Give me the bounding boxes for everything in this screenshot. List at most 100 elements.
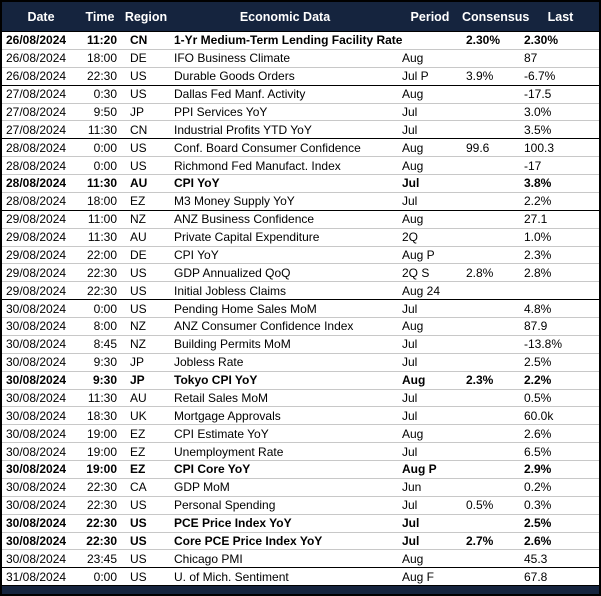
cell-date: 26/08/2024 [6,69,67,84]
table-row: 30/08/2024 18:30 UK Mortgage Approvals Jul 60… [2,406,599,425]
cell-period: Aug [402,140,424,155]
cell-time: 18:00 [86,194,117,209]
cell-region: NZ [130,319,146,334]
cell-region: US [130,533,147,548]
table-row: 26/08/2024 18:00 DE IFO Business Climate Aug… [2,48,599,67]
cell-economic-data: Conf. Board Consumer Confidence [174,140,361,155]
header-cell-last: Last [547,9,574,24]
cell-time: 0:00 [93,301,117,316]
cell-last: -17 [524,158,542,173]
cell-last: -17.5 [524,87,552,102]
table-row: 30/08/2024 11:30 AU Retail Sales MoM Jul 0.5% [2,388,599,407]
cell-period: Aug [402,373,426,388]
cell-time: 11:30 [87,230,117,245]
cell-time: 18:00 [86,51,117,66]
cell-economic-data: Durable Goods Orders [174,69,295,84]
cell-time: 8:45 [93,337,117,352]
cell-date: 29/08/2024 [6,283,67,298]
cell-region: JP [130,355,145,370]
cell-date: 30/08/2024 [6,551,67,566]
cell-last: 87.9 [524,319,548,334]
cell-period: Jul [402,337,418,352]
cell-economic-data: Jobless Rate [174,355,244,370]
cell-consensus: 2.30% [466,33,501,48]
table-row: 29/08/2024 11:30 AU Private Capital Expendi… [2,227,599,246]
cell-last: -6.7% [524,69,556,84]
cell-region: AU [130,230,147,245]
cell-period: Aug [402,51,424,66]
cell-region: CN [130,122,148,137]
cell-region: AU [130,390,147,405]
cell-last: 100.3 [524,140,555,155]
cell-period: Jul [402,533,420,548]
cell-time: 0:00 [93,140,117,155]
cell-last: 4.8% [524,301,552,316]
cell-date: 30/08/2024 [6,533,67,548]
cell-economic-data: Initial Jobless Claims [174,283,287,298]
cell-last: 1.0% [524,230,552,245]
cell-region: EZ [130,462,146,477]
cell-economic-data: M3 Money Supply YoY [174,194,295,209]
cell-region: JP [130,104,145,119]
cell-region: US [130,87,147,102]
cell-time: 22:30 [86,498,117,513]
table-row: 27/08/2024 11:30 CN Industrial Profits YTD … [2,120,599,139]
cell-region: US [130,265,147,280]
header-cell-economic-data: Economic Data [239,9,331,24]
cell-time: 19:00 [86,462,117,477]
cell-period: Aug 24 [402,283,441,298]
cell-period: Jul [402,408,418,423]
cell-economic-data: Unemployment Rate [174,444,284,459]
table-row: 30/08/2024 9:30 JP Jobless Rate Jul 2.5% [2,352,599,371]
cell-date: 29/08/2024 [6,212,67,227]
cell-economic-data: 1-Yr Medium-Term Lending Facility Rate [174,33,403,48]
cell-last: 2.8% [524,265,552,280]
cell-last: 3.5% [524,122,552,137]
cell-period: Jul [402,444,418,459]
header-cell-time: Time [85,9,115,24]
table-row: 30/08/2024 23:45 US Chicago PMI Aug 45.3 [2,549,599,568]
cell-economic-data: Mortgage Approvals [174,408,281,423]
header-cell-consensus: Consensus [462,9,530,24]
cell-region: US [130,283,147,298]
table-row: 30/08/2024 22:30 US Core PCE Price Index Yo… [2,531,599,550]
cell-date: 30/08/2024 [6,462,67,477]
cell-date: 28/08/2024 [6,194,67,209]
cell-period: Jul [402,104,418,119]
cell-last: 2.30% [524,33,559,48]
cell-period: Jul [402,498,418,513]
cell-period: Jul [402,122,418,137]
cell-consensus: 99.6 [466,140,490,155]
table-row: 30/08/2024 9:30 JP Tokyo CPI YoY Aug 2.3% 2.2% [2,370,599,389]
table-row: 28/08/2024 18:00 EZ M3 Money Supply YoY Jul 2… [2,191,599,210]
table-row: 29/08/2024 22:30 US GDP Annualized QoQ 2Q S 2… [2,263,599,282]
cell-region: DE [130,51,147,66]
cell-period: 2Q S [402,265,430,280]
table-row: 26/08/2024 11:20 CN 1-Yr Medium-Term Lendin… [2,32,599,49]
table-row: 30/08/2024 22:30 US Personal Spending Jul 0.5… [2,495,599,514]
cell-period: Aug [402,87,424,102]
cell-economic-data: U. of Mich. Sentiment [174,569,289,584]
cell-economic-data: Personal Spending [174,498,276,513]
cell-region: JP [130,373,145,388]
cell-time: 8:00 [93,319,117,334]
cell-economic-data: Tokyo CPI YoY [174,373,258,388]
cell-period: Aug P [402,462,437,477]
cell-date: 30/08/2024 [6,480,67,495]
cell-time: 19:00 [86,444,117,459]
table-row: 31/08/2024 0:00 US U. of Mich. Sentiment Aug… [2,567,599,586]
cell-time: 11:30 [87,122,117,137]
cell-last: 2.3% [524,247,552,262]
cell-region: UK [130,408,147,423]
cell-period: Aug [402,551,424,566]
cell-period: Jul [402,301,418,316]
cell-date: 30/08/2024 [6,516,67,531]
cell-last: 2.6% [524,426,552,441]
cell-region: US [130,69,147,84]
cell-time: 22:30 [86,265,117,280]
cell-time: 19:00 [86,426,117,441]
cell-region: US [130,498,147,513]
cell-region: US [130,301,147,316]
table-row: 30/08/2024 19:00 EZ CPI Estimate YoY Aug 2.6% [2,424,599,443]
